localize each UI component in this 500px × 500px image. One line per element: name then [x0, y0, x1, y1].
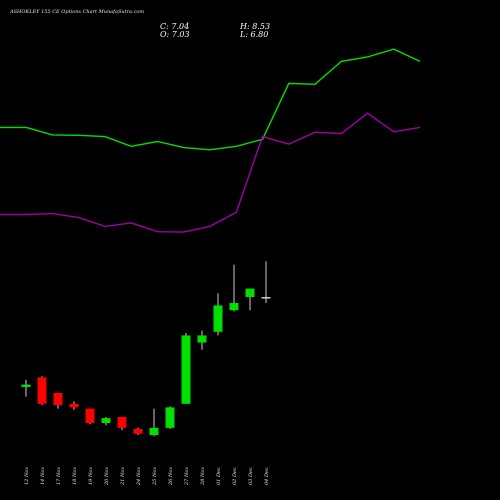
overlay-line-2 [0, 112, 421, 233]
x-tick-label: 14 Nov [40, 467, 46, 485]
x-axis-ticks: 12 Nov 14 Nov 17 Nov 18 Nov 19 Nov 20 Nov 21 N… [24, 467, 270, 486]
candle-body [37, 377, 47, 404]
candle-body [213, 305, 223, 332]
candle [245, 288, 255, 311]
x-tick-label: 20 Nov [104, 467, 110, 486]
candle [181, 333, 191, 404]
x-tick-label: 02 Dec [232, 467, 238, 485]
candles [21, 261, 271, 437]
candle [213, 293, 223, 336]
candle [149, 408, 159, 437]
candle [53, 393, 63, 409]
candle [229, 264, 239, 312]
candle-body [261, 297, 271, 299]
candle-body [21, 384, 31, 387]
x-tick-label: 01 Dec [216, 467, 222, 485]
overlay-lines [0, 48, 421, 233]
candle [37, 376, 47, 405]
open-label: O: 7.03 [160, 30, 190, 39]
low-label: L: 6.80 [239, 30, 268, 39]
overlay-line-1 [0, 48, 421, 151]
x-tick-label: 24 Nov [136, 467, 142, 486]
candle [197, 330, 207, 350]
x-tick-label: 28 Nov [200, 467, 206, 486]
candle [69, 401, 79, 410]
candle [101, 417, 111, 426]
candle-body [69, 403, 79, 408]
candle-body [133, 429, 143, 434]
x-tick-label: 27 Nov [184, 467, 190, 486]
candle [133, 427, 143, 435]
high-label: H: 8.53 [239, 22, 270, 31]
x-tick-label: 25 Nov [152, 467, 158, 486]
x-tick-label: 26 Nov [168, 467, 174, 486]
x-tick-label: 04 Dec [264, 467, 270, 485]
candle-body [117, 417, 127, 428]
candle [261, 261, 271, 303]
x-tick-label: 12 Nov [24, 467, 30, 485]
candle-body [53, 393, 63, 405]
candle-body [229, 303, 239, 311]
close-label: C: 7.04 [160, 22, 189, 31]
candle [85, 408, 95, 425]
candle-body [245, 288, 255, 297]
candle-body [165, 407, 175, 428]
x-tick-label: 17 Nov [56, 467, 62, 485]
candle-body [197, 335, 207, 343]
x-tick-label: 03 Dec [248, 467, 254, 485]
x-tick-label: 21 Nov [120, 467, 126, 486]
x-tick-label: 19 Nov [88, 467, 94, 485]
candle-body [101, 418, 111, 423]
candle-body [181, 335, 191, 404]
candle [165, 406, 175, 429]
candle-body [85, 408, 95, 423]
candle [117, 417, 127, 431]
candle-body [149, 427, 159, 435]
x-tick-label: 18 Nov [72, 467, 78, 485]
chart-title: ASHOKLEY 155 CE Options Chart MunafaSutr… [9, 9, 144, 15]
candle [21, 379, 31, 397]
